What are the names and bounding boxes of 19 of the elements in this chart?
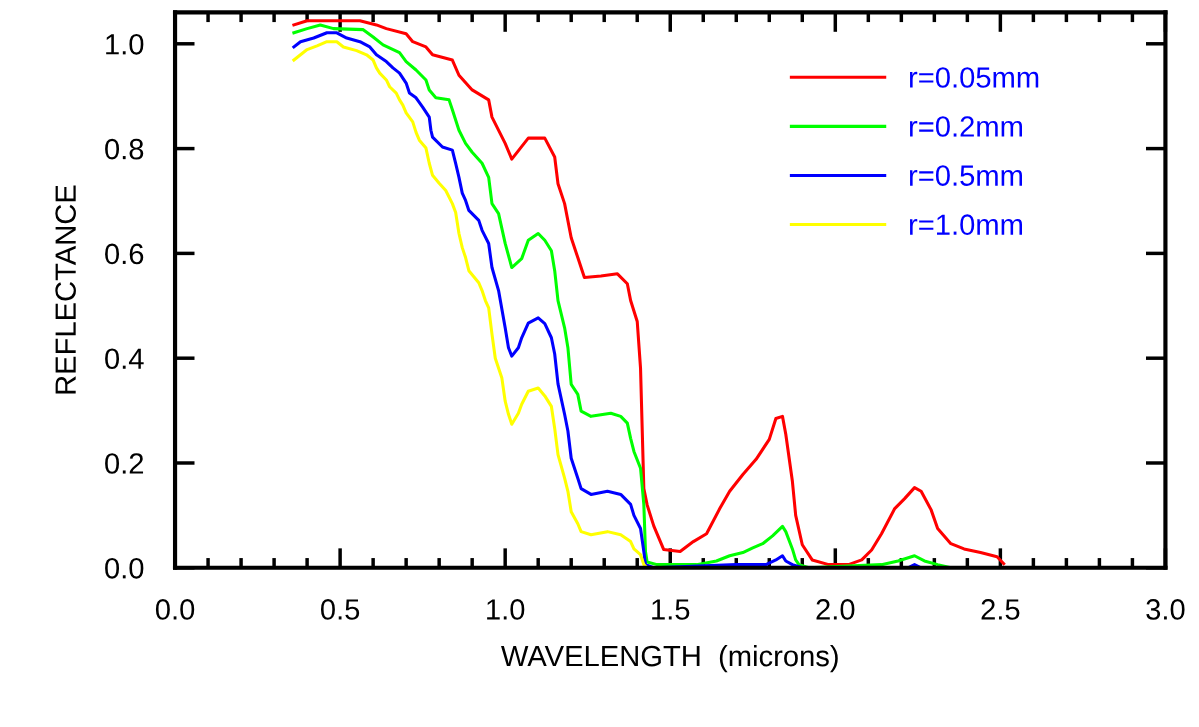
x-tick-label: 0.5 [320, 599, 360, 620]
y-tick-label: 0.6 [105, 243, 144, 265]
legend-label: r=1.0mm [909, 214, 1022, 235]
y-axis-title: REFLECTANCE [55, 185, 76, 394]
y-tick-label: 0.8 [105, 138, 144, 160]
x-tick-label: 0.0 [155, 599, 195, 620]
x-tick-label: 1.0 [487, 599, 525, 620]
x-axis-title: WAVELENGTH (microns) [501, 644, 838, 673]
x-tick-label: 2.0 [816, 599, 855, 620]
y-tick-label: 1.0 [106, 34, 144, 55]
y-tick-label: 0.4 [105, 348, 144, 370]
legend-label: r=0.2mm [909, 116, 1022, 137]
y-tick-label: 0.0 [105, 557, 144, 579]
legend-label: r=0.5mm [909, 165, 1022, 186]
x-tick-label: 3.0 [1146, 599, 1185, 620]
x-tick-label: 1.5 [652, 599, 690, 620]
y-tick-label: 0.2 [105, 453, 144, 474]
x-tick-label: 2.5 [981, 599, 1020, 620]
legend-label: r=0.05mm [909, 67, 1039, 88]
